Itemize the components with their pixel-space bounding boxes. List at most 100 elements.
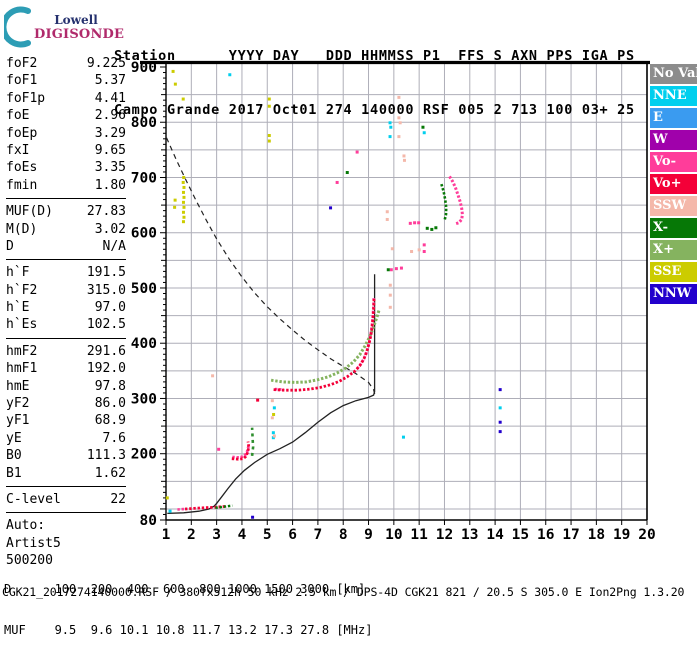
svg-text:7: 7 (314, 527, 323, 543)
svg-text:14: 14 (486, 527, 504, 543)
param-value: 102.5 (86, 317, 126, 333)
param-row-foF1: foF1 5.37 (6, 72, 126, 89)
param-label: hmE (6, 378, 30, 394)
series-f1-x-trace-green (250, 427, 255, 457)
param-row-B0: B0 111.3 (6, 447, 126, 464)
muf-row: MUF 9.5 9.6 10.1 10.8 11.7 13.2 17.3 27.… (4, 622, 373, 637)
param-value: N/A (102, 238, 126, 254)
param-label: foF1 (6, 73, 38, 89)
param-value: 9.65 (94, 142, 126, 158)
param-row-500200: 500200 (6, 552, 126, 569)
series-oblique-arc-x-green (440, 183, 448, 221)
legend-item-x-: X- (650, 218, 697, 238)
param-value: 291.6 (86, 343, 126, 359)
param-label: yF1 (6, 413, 30, 429)
series-f2-o-trace-red (273, 298, 376, 392)
param-value: 111.3 (86, 448, 126, 464)
param-label: Artist5 (6, 535, 61, 551)
param-value: 97.0 (94, 300, 126, 316)
svg-text:800: 800 (131, 115, 157, 131)
svg-text:10: 10 (385, 527, 402, 543)
series-scatter-nne-cyan (168, 73, 502, 513)
digisonde-arc-icon (4, 6, 31, 48)
svg-text:11: 11 (410, 527, 428, 543)
param-row-yE: yE 7.6 (6, 430, 126, 447)
params-divider (6, 485, 126, 487)
param-value: 97.8 (94, 378, 126, 394)
param-value: 4.41 (94, 90, 126, 106)
series-f1-hook-o-red (231, 441, 251, 461)
params-divider (6, 198, 126, 200)
svg-text:19: 19 (613, 527, 630, 543)
param-row-hmF2: hmF2 291.6 (6, 343, 126, 360)
param-value: 2.96 (94, 108, 126, 124)
muf-distance-table: D 100 200 400 600 800 1000 1500 3000 [km… (4, 556, 372, 651)
svg-text:3: 3 (212, 527, 221, 543)
header-field-values: Campo Grande 2017 Oct01 274 140000 RSF 0… (114, 102, 635, 118)
echo-status-legend: No Val NNE E W Vo- Vo+ SSW X- X+ SSE NNW (650, 64, 697, 306)
lowell-digisonde-logo: Lowell DIGISONDE (4, 5, 125, 49)
param-row-hmF1: hmF1 192.0 (6, 360, 126, 377)
svg-text:8: 8 (339, 527, 348, 543)
series-scatter-sse-yellow (165, 69, 276, 500)
param-row-Artist5: Artist5 (6, 535, 126, 552)
param-label: h`F2 (6, 282, 38, 298)
series-scatter-vo-minus-pink (217, 150, 426, 451)
param-row-D: D N/A (6, 238, 126, 255)
svg-text:700: 700 (131, 170, 157, 186)
scaled-parameters-panel: foF2 9.225 foF1 5.37 foF1p 4.41 foE 2.96 foEp 3.2… (6, 55, 126, 570)
param-label: yE (6, 430, 22, 446)
legend-item-noval: No Val (650, 64, 697, 84)
param-label: h`Es (6, 317, 38, 333)
param-label: B0 (6, 448, 22, 464)
legend-item-vo-: Vo- (650, 152, 697, 172)
param-label: C-level (6, 491, 61, 507)
param-label: 500200 (6, 553, 53, 569)
param-row-hF2: h`F2 315.0 (6, 282, 126, 299)
param-row-hEs: h`Es 102.5 (6, 316, 126, 333)
param-row-fmin: fmin 1.80 (6, 177, 126, 194)
svg-text:400: 400 (131, 336, 157, 352)
station-header: Station YYYY DAY DDD HHMMSS P1 FFS S AXN… (114, 11, 635, 137)
legend-item-w: W (650, 130, 697, 150)
param-row-foEp: foEp 3.29 (6, 125, 126, 142)
series-f2-vo-minus-steep (356, 297, 376, 370)
param-label: foEp (6, 125, 38, 141)
svg-text:300: 300 (131, 391, 157, 407)
param-value: 191.5 (86, 265, 126, 281)
svg-text:1: 1 (162, 527, 171, 543)
param-label: foE (6, 108, 30, 124)
param-value: 5.37 (94, 73, 126, 89)
logo-digisonde-text: DIGISONDE (34, 27, 125, 42)
svg-text:5: 5 (263, 527, 272, 543)
axis-ticks (160, 66, 648, 525)
svg-text:200: 200 (131, 447, 157, 463)
param-value: 86.0 (94, 396, 126, 412)
svg-text:20: 20 (638, 527, 655, 543)
param-value: 9.225 (86, 56, 126, 71)
svg-text:80: 80 (140, 513, 157, 529)
param-row-MD: M(D) 3.02 (6, 221, 126, 238)
svg-text:18: 18 (588, 527, 605, 543)
param-row-yF2: yF2 86.0 (6, 395, 126, 412)
series-scatter-x-minus-green (345, 125, 438, 272)
legend-item-sse: SSE (650, 262, 697, 282)
svg-text:6: 6 (288, 527, 297, 543)
param-value: 7.6 (102, 430, 126, 446)
param-value: 315.0 (86, 282, 126, 298)
svg-text:4: 4 (238, 527, 247, 543)
series-es-trace-pink (177, 507, 186, 511)
param-label: yF2 (6, 396, 30, 412)
param-row-foE: foE 2.96 (6, 107, 126, 124)
param-value: 68.9 (94, 413, 126, 429)
param-value: 22 (110, 491, 126, 507)
param-label: foF1p (6, 90, 46, 106)
param-label: fxI (6, 142, 30, 158)
legend-item-ssw: SSW (650, 196, 697, 216)
param-label: fmin (6, 177, 38, 193)
param-row-fxI: fxI 9.65 (6, 142, 126, 159)
series-f1-hook-pink (232, 446, 250, 460)
svg-text:13: 13 (461, 527, 478, 543)
svg-text:2: 2 (187, 527, 196, 543)
